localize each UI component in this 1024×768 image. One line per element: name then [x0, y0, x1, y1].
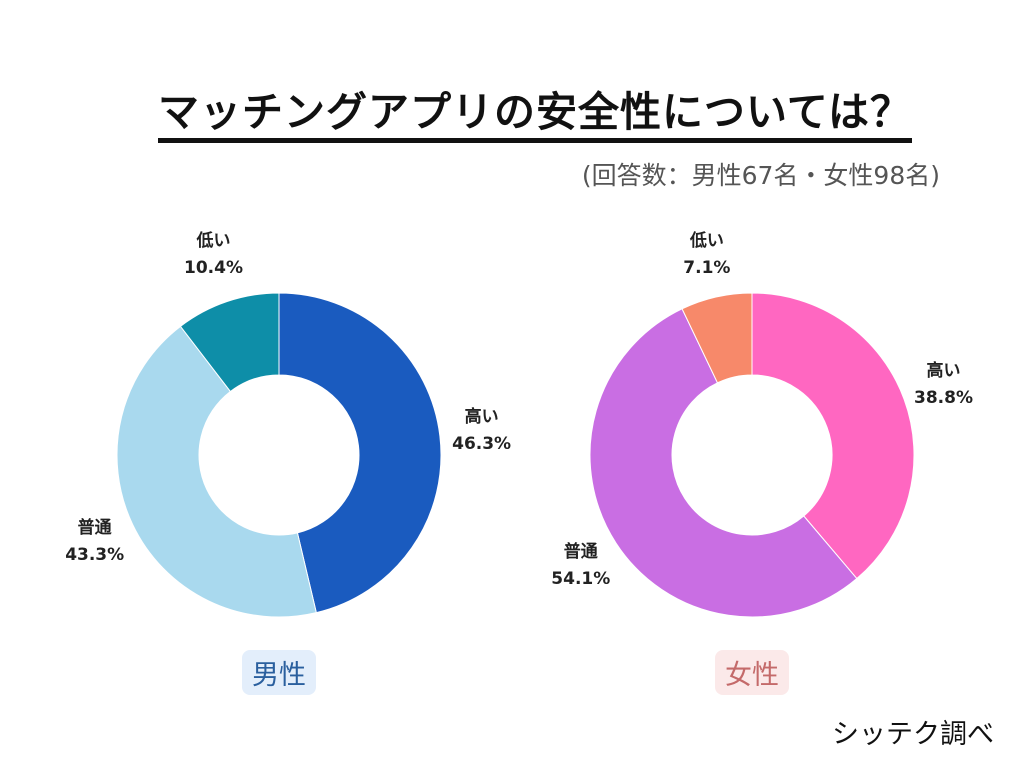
slice-label: 普通 43.3% [65, 515, 124, 569]
slice-label: 低い 10.4% [184, 228, 243, 282]
slice-category: 高い [926, 360, 961, 381]
donut-slice-female-2 [681, 292, 753, 384]
slice-percent: 10.4% [184, 258, 244, 278]
donut-slice-female-0 [751, 292, 915, 580]
slice-label: 低い 7.1% [683, 228, 730, 282]
donut-slice-male-1 [116, 325, 317, 618]
male-badge: 男性 [242, 650, 316, 695]
slice-category: 低い [689, 231, 724, 251]
chart-title: マッチングアプリの安全性については？ [158, 88, 912, 143]
slice-percent: 54.1% [551, 568, 611, 589]
slice-percent: 38.8% [914, 387, 973, 408]
chart-subtitle: (回答数：男性67名・女性98名) [581, 161, 940, 190]
source-credit: シッテク調べ [832, 719, 994, 750]
slice-category: 普通 [77, 518, 112, 539]
slice-label: 普通 54.1% [551, 539, 610, 593]
slice-percent: 46.3% [452, 434, 512, 455]
slice-percent: 7.1% [683, 258, 731, 278]
slice-label: 高い 38.8% [914, 358, 973, 412]
slice-category: 普通 [563, 541, 598, 562]
female-badge: 女性 [715, 650, 789, 695]
slice-category: 低い [196, 231, 231, 251]
donut-slice-male-0 [278, 292, 442, 614]
donut-slice-male-2 [179, 292, 280, 393]
donut-slice-female-1 [589, 308, 858, 618]
slice-label: 高い 46.3% [452, 404, 511, 458]
slice-percent: 43.3% [65, 545, 125, 566]
slice-category: 高い [464, 407, 499, 428]
